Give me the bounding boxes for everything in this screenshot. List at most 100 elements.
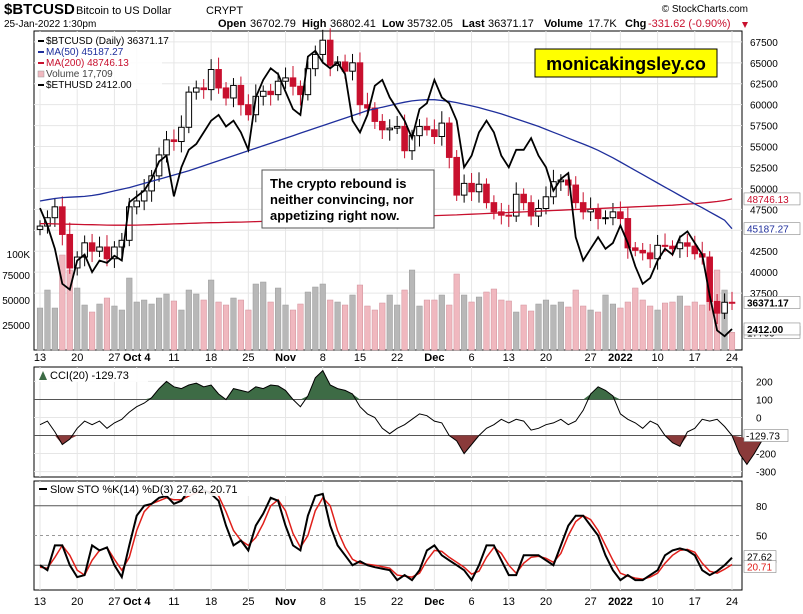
volume-bar (394, 304, 401, 351)
candle-down (215, 69, 222, 89)
volume-bar (528, 310, 535, 351)
x-tick-label: 27 (584, 596, 596, 608)
volume-bar (401, 289, 408, 351)
volume-bar (59, 254, 66, 351)
volume-bar (156, 297, 163, 351)
candle-down (59, 206, 66, 235)
cci-overbought-fill (40, 370, 762, 400)
candle-down (356, 62, 364, 106)
quote-datetime: 25-Jan-2022 1:30pm (4, 19, 96, 30)
volume-bar (520, 304, 527, 351)
candle-down (401, 125, 408, 152)
volume-bar (289, 309, 297, 351)
x-tick-label: 13 (503, 352, 515, 364)
ma200-value-tag: 48746.13 (747, 195, 789, 206)
volume-bar (409, 269, 416, 351)
volume-bar (535, 303, 542, 351)
price-tick-label: 60000 (750, 101, 778, 112)
volume-bar (602, 294, 609, 351)
volume-bar (178, 309, 185, 351)
price-tick-label: 40000 (750, 268, 778, 279)
volume-bar (103, 297, 111, 351)
candle-up (542, 196, 550, 210)
candle-up (386, 127, 394, 131)
eth-value-tag-bg (743, 322, 801, 336)
volume-bar (304, 291, 311, 351)
candle-down (237, 84, 245, 106)
x-tick-label: Dec (424, 596, 444, 608)
x-tick-label: 2022 (608, 352, 632, 364)
volume-bar (490, 288, 497, 351)
x-tick-label: 8 (320, 352, 326, 364)
x-tick-label: 20 (71, 352, 83, 364)
volume-bar (185, 289, 192, 351)
candle-down (631, 247, 639, 251)
volume-label: Volume (544, 18, 583, 30)
cci-tick-label: 100 (756, 395, 773, 406)
candle-up (155, 154, 163, 177)
quote-line: Open 36702.79 High 36802.41 Low 35732.05… (218, 18, 748, 30)
candle-up (393, 125, 401, 129)
candle-down (468, 182, 475, 193)
sto-title: Slow STO %K(14) %D(3) 27.62, 20.71 (36, 483, 304, 496)
candle-down (490, 202, 498, 213)
symbol-title: $BTCUSD (4, 1, 75, 18)
volume-bar (557, 301, 564, 351)
candle-up (460, 182, 468, 196)
volume-bar (252, 283, 259, 351)
watermark: monicakingsley.co (534, 48, 718, 78)
volume-bar (498, 299, 505, 351)
volume-bar (416, 305, 423, 351)
x-tick-label: Oct 4 (123, 596, 151, 608)
legend-ma50: MA(50) 45187.27 (46, 47, 124, 58)
volume-bar (215, 301, 222, 351)
candle-down (453, 156, 460, 196)
sto-k-line (39, 488, 733, 582)
candle-up (36, 225, 44, 230)
x-tick-label: 2022 (608, 596, 632, 608)
volume-bar (446, 304, 453, 351)
candle-up (81, 242, 88, 258)
price-tick-label: 47500 (750, 205, 778, 216)
volume-bar (230, 297, 237, 351)
volume-bar (126, 277, 133, 351)
candle-up (512, 193, 520, 217)
volume-bar (170, 300, 177, 351)
volume-bar (275, 287, 282, 351)
candle-up (185, 91, 193, 128)
volume-bar (542, 299, 550, 351)
volume-bar (312, 286, 319, 351)
x-tick-label: 13 (34, 352, 46, 364)
x-tick-label: 27 (108, 596, 120, 608)
price-value-tag-bg (743, 296, 801, 309)
x-tick-label: 20 (540, 352, 552, 364)
x-tick-label: 6 (469, 352, 475, 364)
sto-tick-label: 50 (756, 532, 768, 543)
x-tick-label: Dec (424, 352, 444, 364)
sto-tick-label: 80 (756, 502, 768, 513)
volume-bar (163, 293, 170, 351)
volume-bar (342, 304, 349, 351)
volume-bar (297, 303, 304, 351)
candle-up (282, 77, 289, 82)
cci-tick-label: 200 (756, 377, 773, 388)
annotation-box (261, 169, 435, 229)
price-tick-label: 37500 (750, 289, 778, 300)
volume-bar (639, 299, 646, 351)
watermark-text: monicakingsley.co (546, 54, 706, 74)
sto-k-tag: 27.62 (747, 553, 772, 564)
legend-volume: Volume 17,709 (46, 69, 113, 80)
price-tick-label: 42500 (750, 247, 778, 258)
volume-bar (81, 304, 88, 351)
candle-down (572, 184, 580, 204)
legend-bg (36, 32, 162, 89)
x-tick-label: 17 (689, 596, 701, 608)
x-tick-label: 6 (469, 596, 475, 608)
volume-bar (111, 305, 118, 351)
volume-bar (728, 332, 736, 351)
candle-up (163, 139, 170, 156)
x-tick-label: 17 (689, 352, 701, 364)
x-tick-label: 24 (726, 352, 738, 364)
volume-bar (699, 304, 706, 351)
